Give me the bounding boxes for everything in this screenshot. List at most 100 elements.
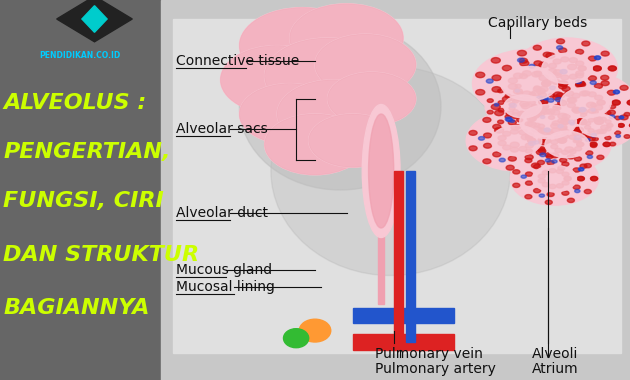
Circle shape (529, 92, 535, 96)
Circle shape (576, 82, 583, 87)
Circle shape (563, 118, 569, 122)
Circle shape (595, 119, 604, 124)
Circle shape (591, 133, 597, 137)
Circle shape (510, 96, 519, 101)
Circle shape (539, 100, 548, 105)
Circle shape (587, 102, 595, 108)
Circle shape (469, 130, 477, 135)
Circle shape (559, 158, 567, 162)
Ellipse shape (239, 23, 441, 190)
Circle shape (568, 98, 575, 103)
Circle shape (574, 120, 580, 124)
Circle shape (580, 109, 588, 114)
Circle shape (568, 103, 575, 108)
Circle shape (525, 136, 532, 140)
Circle shape (315, 34, 416, 95)
Circle shape (559, 81, 568, 86)
Circle shape (582, 91, 590, 96)
Circle shape (546, 159, 551, 162)
Circle shape (595, 95, 603, 100)
Circle shape (612, 100, 620, 105)
Circle shape (572, 93, 580, 98)
Circle shape (624, 135, 630, 138)
Circle shape (564, 176, 571, 181)
Circle shape (593, 66, 601, 71)
Circle shape (586, 151, 593, 155)
Circle shape (587, 155, 593, 158)
Polygon shape (394, 171, 403, 342)
Circle shape (562, 181, 569, 185)
Circle shape (581, 113, 587, 117)
Circle shape (543, 138, 551, 143)
Circle shape (572, 108, 581, 113)
Circle shape (536, 72, 630, 133)
Circle shape (576, 61, 584, 66)
Text: Alveolar sacs: Alveolar sacs (176, 122, 268, 136)
Circle shape (510, 147, 518, 152)
Circle shape (518, 58, 524, 62)
Circle shape (595, 117, 602, 122)
Circle shape (539, 75, 548, 81)
Circle shape (519, 146, 527, 151)
Circle shape (592, 137, 598, 141)
Circle shape (612, 100, 620, 105)
Circle shape (538, 147, 545, 151)
Circle shape (576, 80, 581, 84)
Circle shape (570, 122, 575, 125)
Circle shape (545, 200, 553, 204)
Circle shape (561, 135, 569, 139)
Circle shape (491, 58, 500, 63)
Circle shape (588, 76, 597, 81)
Circle shape (601, 125, 609, 130)
Circle shape (539, 194, 544, 197)
Circle shape (495, 128, 503, 133)
Circle shape (531, 105, 537, 108)
Circle shape (575, 128, 581, 132)
Circle shape (539, 112, 545, 116)
Circle shape (619, 116, 624, 119)
Circle shape (614, 90, 619, 94)
Circle shape (528, 138, 536, 143)
Circle shape (573, 168, 580, 172)
Circle shape (239, 8, 365, 84)
Circle shape (601, 75, 609, 80)
Circle shape (509, 103, 515, 106)
Circle shape (572, 107, 580, 112)
Circle shape (575, 190, 580, 193)
Circle shape (517, 91, 523, 95)
Circle shape (547, 192, 554, 196)
Circle shape (573, 139, 579, 143)
Circle shape (580, 91, 588, 96)
Polygon shape (353, 308, 454, 323)
Circle shape (512, 110, 518, 113)
Circle shape (590, 142, 597, 147)
Circle shape (553, 95, 561, 100)
Text: Atrium: Atrium (532, 362, 579, 375)
Circle shape (575, 138, 581, 142)
Circle shape (594, 130, 600, 134)
Circle shape (532, 90, 541, 96)
Circle shape (539, 98, 548, 104)
Text: PENDIDIKAN.CO.ID: PENDIDIKAN.CO.ID (40, 51, 120, 60)
Circle shape (588, 129, 594, 132)
Circle shape (493, 152, 501, 157)
Circle shape (483, 117, 491, 122)
Circle shape (576, 81, 585, 86)
Circle shape (534, 188, 541, 193)
Circle shape (597, 129, 604, 134)
Circle shape (534, 61, 542, 66)
Circle shape (544, 97, 548, 100)
Circle shape (619, 116, 624, 119)
Circle shape (542, 182, 549, 187)
Circle shape (597, 155, 604, 160)
Circle shape (551, 153, 559, 158)
Circle shape (525, 195, 532, 199)
Circle shape (601, 81, 609, 86)
Circle shape (498, 89, 503, 93)
Circle shape (578, 119, 587, 124)
Circle shape (585, 139, 590, 141)
Circle shape (539, 86, 548, 92)
Circle shape (609, 66, 616, 71)
Circle shape (290, 4, 403, 72)
Circle shape (568, 198, 575, 203)
